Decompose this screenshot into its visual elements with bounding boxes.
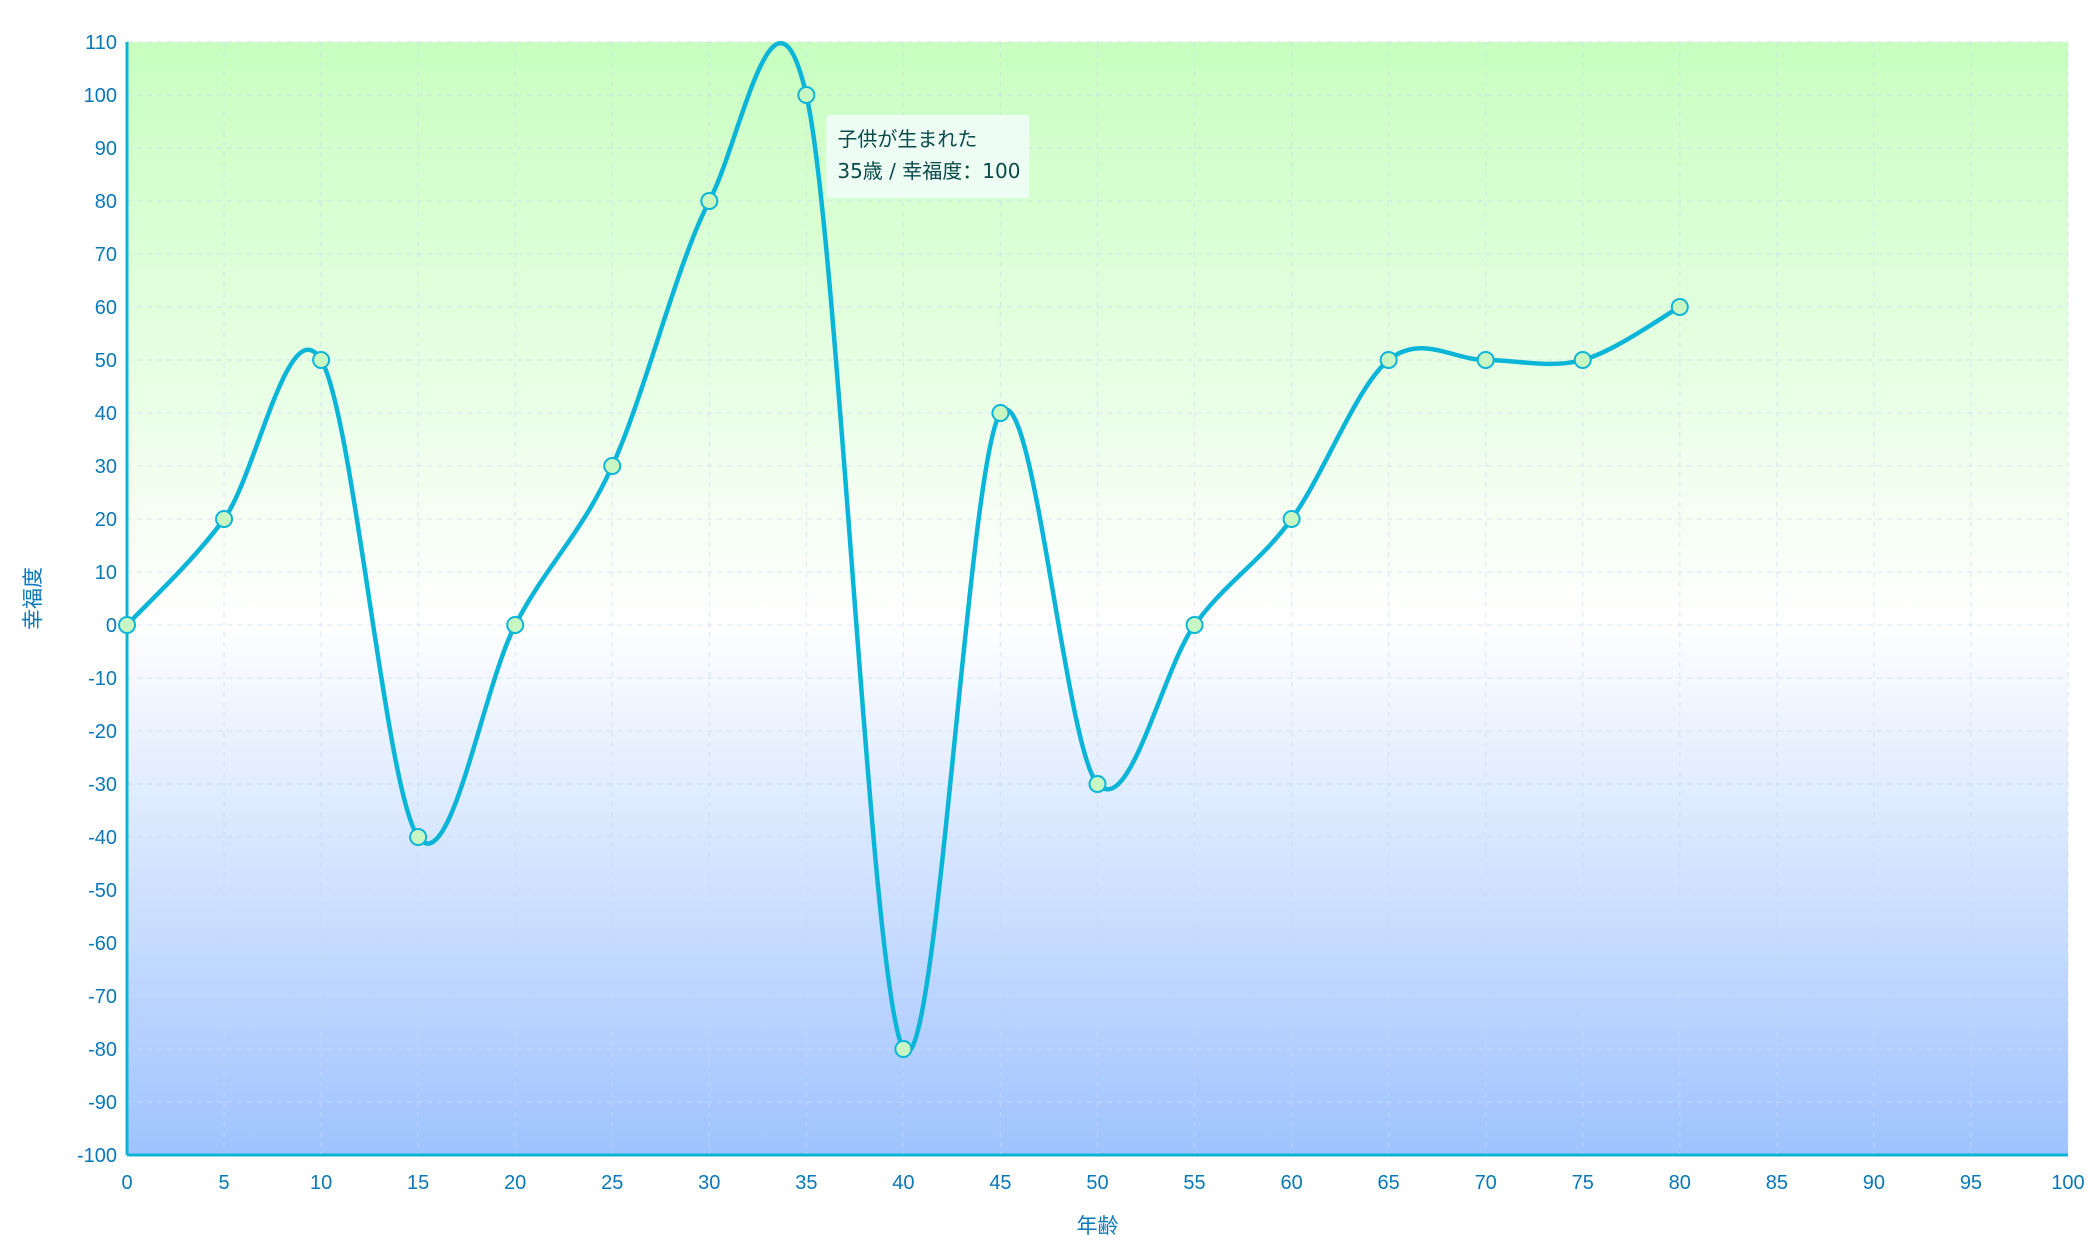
- y-tick-label: -100: [77, 1145, 117, 1167]
- y-tick-label: 70: [95, 244, 117, 266]
- y-tick-label: -20: [88, 721, 117, 743]
- data-point[interactable]: [1476, 351, 1495, 369]
- x-tick-label: 70: [1475, 1172, 1497, 1194]
- data-point[interactable]: [118, 616, 136, 634]
- data-point[interactable]: [1282, 510, 1301, 528]
- x-tick-label: 10: [310, 1172, 332, 1194]
- y-tick-label: 40: [95, 403, 117, 425]
- y-axis-ticks: -100-90-80-70-60-50-40-30-20-10010203040…: [77, 32, 117, 1167]
- data-point[interactable]: [1573, 351, 1592, 369]
- y-tick-label: 60: [95, 297, 117, 319]
- tooltip-value: 35歳 / 幸福度：100: [837, 159, 1020, 183]
- data-point[interactable]: [991, 404, 1010, 422]
- x-axis-title: 年齢: [1077, 1214, 1119, 1238]
- x-tick-label: 95: [1960, 1172, 1982, 1194]
- y-tick-label: -40: [88, 827, 117, 849]
- y-tick-label: 80: [95, 191, 117, 213]
- data-point[interactable]: [1670, 298, 1689, 316]
- y-tick-label: -80: [88, 1039, 117, 1061]
- x-tick-label: 35: [795, 1172, 817, 1194]
- data-point[interactable]: [1088, 775, 1107, 793]
- data-point[interactable]: [1185, 616, 1204, 634]
- x-tick-label: 0: [121, 1172, 132, 1194]
- data-point[interactable]: [797, 86, 816, 104]
- y-tick-label: -50: [88, 880, 117, 902]
- data-points: [118, 86, 1689, 1058]
- y-tick-label: 110: [85, 32, 117, 54]
- y-tick-label: 90: [95, 138, 117, 160]
- y-tick-label: -10: [88, 668, 117, 690]
- data-point[interactable]: [894, 1040, 913, 1058]
- x-tick-label: 15: [407, 1172, 429, 1194]
- y-tick-label: 20: [95, 509, 117, 531]
- y-tick-label: -30: [88, 774, 117, 796]
- y-tick-label: -70: [88, 986, 117, 1008]
- data-point[interactable]: [1379, 351, 1398, 369]
- x-tick-label: 25: [601, 1172, 623, 1194]
- data-point[interactable]: [409, 828, 428, 846]
- tooltip: 子供が生まれた 35歳 / 幸福度：100: [826, 115, 1030, 198]
- x-tick-label: 5: [218, 1172, 229, 1194]
- y-tick-label: 10: [95, 562, 117, 584]
- y-axis-title: 幸福度: [21, 567, 45, 630]
- x-tick-label: 55: [1183, 1172, 1205, 1194]
- y-tick-label: -60: [88, 933, 117, 955]
- x-tick-label: 90: [1863, 1172, 1885, 1194]
- x-tick-label: 45: [989, 1172, 1011, 1194]
- x-tick-label: 20: [504, 1172, 526, 1194]
- x-tick-label: 80: [1669, 1172, 1691, 1194]
- data-point[interactable]: [215, 510, 234, 528]
- x-tick-label: 40: [892, 1172, 914, 1194]
- x-tick-label: 100: [2051, 1172, 2084, 1194]
- x-tick-label: 85: [1766, 1172, 1788, 1194]
- data-point[interactable]: [700, 192, 719, 210]
- y-tick-label: 50: [95, 350, 117, 372]
- x-tick-label: 50: [1086, 1172, 1108, 1194]
- y-tick-label: -90: [88, 1092, 117, 1114]
- y-tick-label: 100: [84, 85, 117, 107]
- plot-background: [127, 42, 2068, 1155]
- data-point[interactable]: [312, 351, 331, 369]
- x-tick-label: 75: [1572, 1172, 1594, 1194]
- y-tick-label: 0: [106, 615, 117, 637]
- x-tick-label: 30: [698, 1172, 720, 1194]
- series-line: [124, 41, 1683, 1055]
- x-axis-ticks: 0 5 10 15 20 25 30 35 40 45 50 55 60 65 70 75 80 85 90 95 10…: [121, 1172, 2084, 1194]
- data-point[interactable]: [603, 457, 622, 475]
- y-tick-label: 30: [95, 456, 117, 478]
- tooltip-box: [826, 115, 1030, 198]
- x-tick-label: 60: [1280, 1172, 1302, 1194]
- tooltip-title: 子供が生まれた: [837, 127, 977, 151]
- axes: [125, 42, 2068, 1157]
- data-point[interactable]: [506, 616, 525, 634]
- x-tick-label: 65: [1378, 1172, 1400, 1194]
